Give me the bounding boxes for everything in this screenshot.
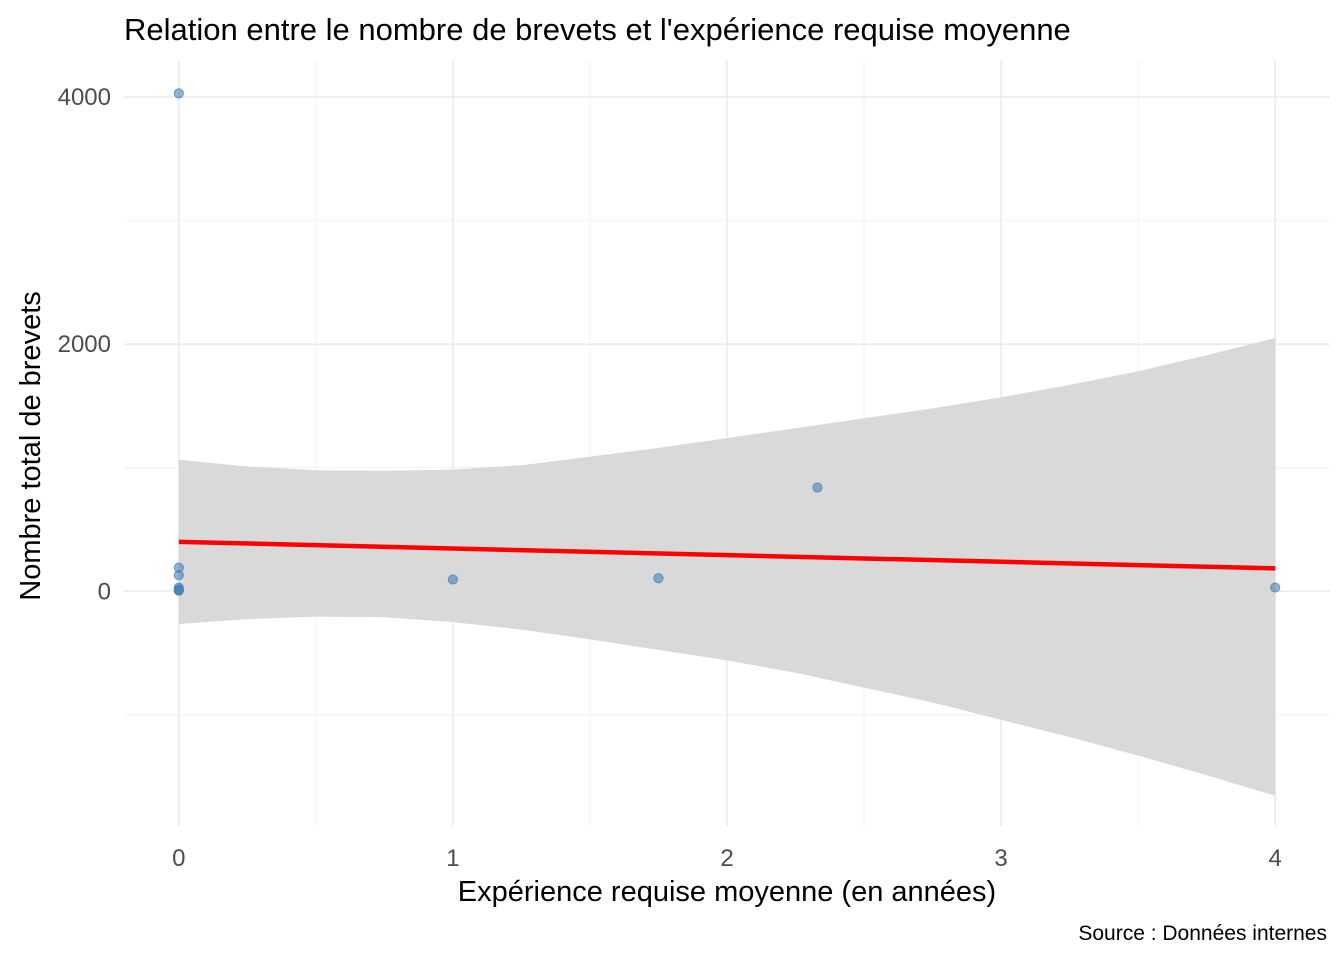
y-axis-ticks: 0 2000 4000 bbox=[58, 84, 111, 605]
y-tick-label: 2000 bbox=[58, 331, 111, 358]
chart-caption: Source : Données internes bbox=[1078, 922, 1327, 945]
x-tick-label: 2 bbox=[720, 845, 733, 872]
x-tick-label: 3 bbox=[994, 845, 1007, 872]
x-axis-ticks: 0 1 2 3 4 bbox=[172, 845, 1282, 872]
data-point bbox=[653, 573, 664, 584]
data-point bbox=[1270, 582, 1281, 593]
regression-line bbox=[178, 539, 1276, 571]
data-point bbox=[173, 585, 184, 596]
confidence-band bbox=[178, 338, 1276, 796]
y-tick-label: 4000 bbox=[58, 84, 111, 111]
x-tick-label: 4 bbox=[1269, 845, 1282, 872]
data-point bbox=[173, 88, 184, 99]
x-tick-label: 0 bbox=[172, 845, 185, 872]
data-point bbox=[447, 574, 459, 585]
data-point bbox=[173, 570, 184, 581]
chart-title: Relation entre le nombre de brevets et l… bbox=[124, 12, 1071, 47]
data-points bbox=[173, 88, 1281, 596]
data-point bbox=[812, 482, 823, 493]
confidence-band-layer bbox=[178, 338, 1276, 796]
x-axis-title: Expérience requise moyenne (en années) bbox=[458, 876, 996, 908]
y-tick-label: 0 bbox=[98, 578, 111, 605]
regression-layer bbox=[178, 539, 1276, 571]
x-tick-label: 1 bbox=[446, 845, 459, 872]
y-axis-title: Nombre total de brevets bbox=[15, 291, 47, 600]
